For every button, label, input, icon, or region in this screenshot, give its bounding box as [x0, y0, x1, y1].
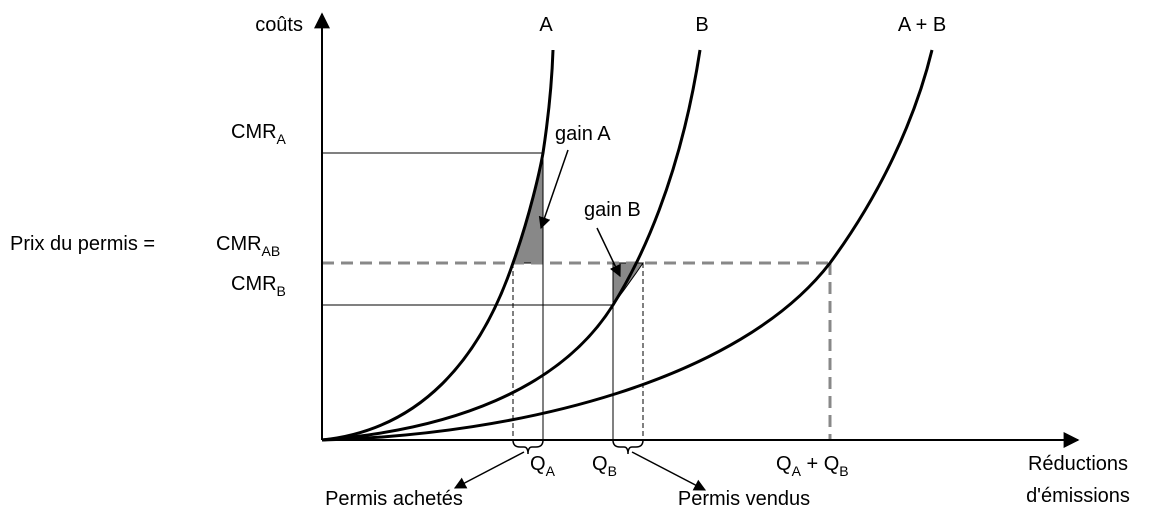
sold-arrow	[631, 451, 707, 491]
cmr-a-label: CMRA	[231, 121, 287, 147]
x-axis-label-1: Réductions	[1028, 453, 1128, 475]
cmr-ab-label: CMRAB	[216, 233, 280, 259]
gain-b-label: gain B	[584, 199, 641, 221]
y-axis-label: coûts	[255, 14, 303, 36]
cmr-b-label: CMRB	[231, 273, 286, 299]
gain-a-arrow	[538, 149, 569, 230]
curve-a-label: A	[539, 14, 553, 36]
curve-b-label: B	[695, 14, 708, 36]
bought-arrow	[453, 451, 525, 489]
curve-a	[321, 49, 555, 442]
brace-bought	[512, 439, 544, 455]
x-axis-label-2: d'émissions	[1026, 485, 1130, 507]
curve-ab-label: A + B	[898, 14, 946, 36]
curve-b	[321, 49, 702, 442]
curve-ab	[321, 49, 934, 442]
qa-label: QA	[530, 453, 556, 479]
qb-label: QB	[592, 453, 617, 479]
gain-b-arrow	[596, 227, 621, 278]
permits-bought: Permis achetés	[325, 488, 463, 510]
qab-label: QA + QB	[776, 453, 849, 479]
gain-a-label: gain A	[555, 123, 611, 145]
brace-sold	[612, 439, 644, 455]
price-prefix: Prix du permis =	[10, 233, 155, 255]
permits-sold: Permis vendus	[678, 488, 810, 510]
